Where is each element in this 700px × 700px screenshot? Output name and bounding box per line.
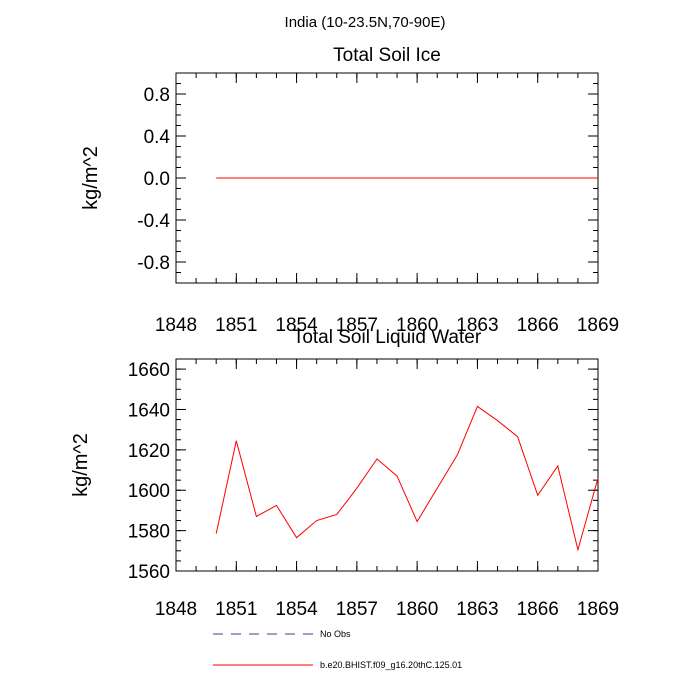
data-point [476,405,479,408]
x-tick-label: 1860 [396,315,438,336]
y-tick-label: 0.4 [144,127,171,148]
data-point [255,177,258,180]
x-tick-label: 1851 [215,315,257,336]
y-tick-label: 1560 [128,562,170,583]
data-point [496,177,499,180]
y-tick-label: -0.4 [137,211,170,232]
data-point [436,487,439,490]
y-tick-label: 1620 [128,441,170,462]
panel-title-soil-liquid-water: Total Soil Liquid Water [293,327,482,348]
data-point [396,177,399,180]
x-tick-label: 1848 [155,315,197,336]
data-point [416,520,419,523]
data-point [456,453,459,456]
plot-frame-soil-liquid-water [175,358,599,572]
legend: No Obs b.e20.BHIST.f09_g16.20thC.125.01 [213,629,462,670]
data-point [215,532,218,535]
y-tick-label: 0.0 [144,169,170,190]
y-axis-label-soil-ice: kg/m^2 [80,146,102,210]
x-tick-label: 1869 [577,315,619,336]
legend-label-model: b.e20.BHIST.f09_g16.20thC.125.01 [320,660,462,670]
data-point [375,177,378,180]
data-point [536,177,539,180]
x-tick-label: 1863 [456,599,498,620]
data-point [335,513,338,516]
x-tick-label: 1857 [336,315,378,336]
data-point [355,487,358,490]
data-point [396,475,399,478]
data-point [476,177,479,180]
y-axis-label-soil-liquid-water: kg/m^2 [70,433,92,497]
panel-title-soil-ice: Total Soil Ice [333,45,441,66]
data-point [335,177,338,180]
data-point [436,177,439,180]
data-point [235,177,238,180]
x-tick-label: 1857 [336,599,378,620]
panel-total-soil-ice: Total Soil Ice kg/m^2 1848 1851 1854 1857 18… [80,45,619,336]
y-tick-label: -0.8 [137,253,170,274]
data-point [576,548,579,551]
data-point [516,435,519,438]
x-tick-label: 1866 [517,599,559,620]
data-point [576,177,579,180]
x-tick-label: 1860 [396,599,438,620]
legend-label-no-obs: No Obs [320,629,351,639]
y-tick-label: 1600 [128,481,170,502]
y-tick-label: 1660 [128,360,170,381]
x-tick-label: 1866 [517,315,559,336]
panel-total-soil-liquid-water: Total Soil Liquid Water kg/m^2 1848 1851 1… [70,327,619,620]
data-point [597,477,600,480]
data-point [496,419,499,422]
data-point [516,177,519,180]
y-tick-label: 0.8 [144,85,170,106]
series-line-soil-liquid-water [215,405,599,552]
data-point [315,519,318,522]
figure-title: India (10-23.5N,70-90E) [285,14,446,31]
data-point [275,504,278,507]
data-point [416,177,419,180]
data-point [597,177,600,180]
data-point [456,177,459,180]
data-point [556,177,559,180]
data-point [275,177,278,180]
y-tick-label: 1640 [128,400,170,421]
data-point [235,439,238,442]
data-point [255,515,258,518]
x-tick-label: 1851 [215,599,257,620]
data-point [295,536,298,539]
y-tick-label: 1580 [128,522,170,543]
data-point [355,177,358,180]
data-point [536,494,539,497]
x-tick-label: 1854 [275,315,318,336]
data-point [315,177,318,180]
data-point [295,177,298,180]
x-tick-label: 1869 [577,599,619,620]
x-tick-label: 1863 [456,315,498,336]
x-tick-label: 1848 [155,599,197,620]
data-point [215,177,218,180]
data-point [375,457,378,460]
data-point [556,465,559,468]
x-tick-label: 1854 [275,599,318,620]
